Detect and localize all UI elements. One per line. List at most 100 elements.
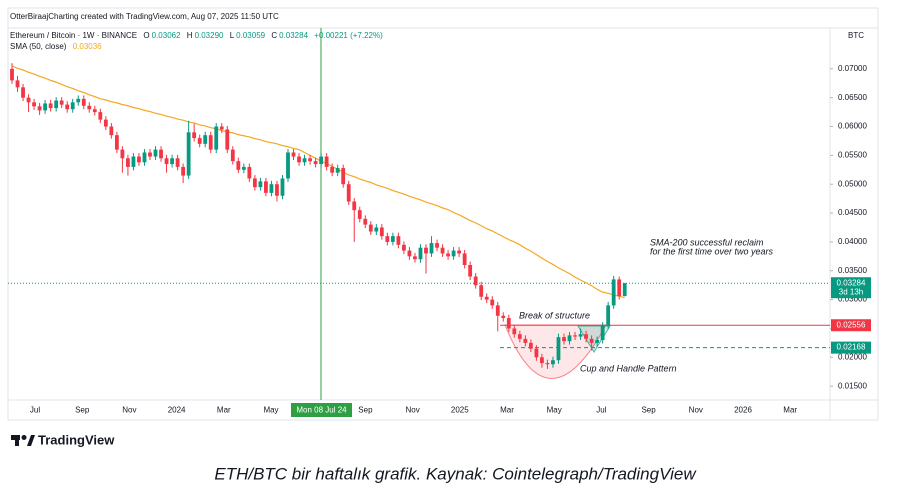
candle-body	[451, 250, 456, 257]
candle-body	[230, 149, 235, 162]
candle-body	[131, 156, 136, 167]
candle-body	[21, 87, 25, 98]
candle-body	[374, 227, 379, 232]
candle-body	[308, 158, 312, 162]
candle-body	[241, 166, 246, 170]
ohlc-value: 0.03290	[195, 31, 224, 40]
candle-body	[87, 105, 92, 110]
sma-name: SMA (50, close)	[10, 42, 67, 51]
candle-body	[54, 100, 59, 109]
y-tick-label: 0.07000	[838, 64, 867, 73]
last-price-badge	[831, 277, 871, 299]
candle-body	[32, 102, 36, 107]
candle-body	[330, 166, 335, 173]
x-tick-label: Mar	[217, 406, 231, 415]
x-tick-label: Mar	[783, 406, 797, 415]
candle-body	[153, 149, 158, 157]
candle-body	[59, 100, 64, 105]
sma-line	[11, 65, 625, 299]
candle-body	[208, 135, 213, 150]
y-tick-label: 0.02000	[838, 352, 867, 361]
candle-body	[81, 98, 86, 106]
candle-body	[407, 250, 412, 257]
annotation: Cup and Handle Pattern	[580, 363, 677, 373]
x-tick-label: May	[547, 406, 562, 415]
candle-body	[286, 152, 290, 179]
candle-body	[197, 138, 202, 144]
x-tick-label: Nov	[689, 406, 703, 415]
y-tick-label: 0.06500	[838, 93, 867, 102]
candle-body	[65, 104, 70, 110]
candle-body	[219, 126, 224, 130]
candle-body	[275, 184, 279, 196]
ohlc-value: 0.03059	[236, 31, 265, 40]
y-tick-label: 0.04000	[838, 237, 867, 246]
x-tick-label: 2025	[451, 406, 469, 415]
logo-part	[21, 435, 27, 440]
candle-body	[429, 243, 434, 254]
level-badge	[831, 341, 871, 354]
candle-body	[175, 158, 180, 167]
candle-body	[247, 166, 252, 179]
candle-body	[396, 236, 401, 245]
logo-part	[27, 435, 35, 446]
candle-body	[484, 296, 489, 300]
candle-body	[584, 334, 588, 339]
ohlc-value: 0.03284	[279, 31, 308, 40]
credit: OtterBiraajCharting created with Trading…	[10, 12, 279, 21]
candle-body	[413, 256, 417, 260]
candle-body	[302, 158, 307, 163]
candle-body	[291, 152, 296, 157]
candle-body	[368, 224, 373, 232]
candle-body	[142, 152, 147, 163]
candle-body	[258, 181, 263, 188]
candle-body	[15, 80, 20, 88]
candle-body	[595, 340, 600, 343]
candle-body	[567, 335, 572, 342]
currency: BTC	[848, 31, 864, 40]
crosshair-label: Mon 08 Jul 24	[296, 406, 347, 415]
level-badge-label: 0.02168	[837, 343, 866, 352]
candle-body	[363, 218, 368, 225]
candle-body	[297, 156, 301, 163]
x-tick-label: Sep	[641, 406, 656, 415]
ohlc-key: O	[143, 31, 149, 40]
candle-body	[214, 126, 219, 150]
annotation: for the first time over two years	[650, 246, 774, 256]
x-tick-label: Mar	[500, 406, 514, 415]
candle-body	[37, 106, 42, 111]
x-tick-label: 2026	[734, 406, 752, 415]
y-tick-label: 0.06000	[838, 122, 867, 131]
candle-body	[280, 178, 285, 196]
candle-body	[335, 168, 340, 173]
x-tick-label: Jul	[596, 406, 606, 415]
candle-body	[319, 156, 324, 165]
candle-body	[120, 149, 125, 159]
y-tick-label: 0.04500	[838, 208, 867, 217]
candle-body	[385, 236, 390, 242]
candle-body	[137, 156, 141, 163]
candle-body	[424, 247, 428, 254]
candle-body	[159, 149, 163, 159]
last-price-label: 0.03284	[837, 278, 866, 287]
candle-body	[48, 103, 53, 109]
crosshair-badge	[291, 403, 352, 417]
y-tick-label: 0.03000	[838, 295, 867, 304]
change: +0.00221 (+7.22%)	[314, 31, 383, 40]
x-tick-label: Jul	[30, 406, 40, 415]
ohlc-key: H	[187, 31, 193, 40]
candle-body	[600, 325, 605, 340]
annotation: SMA-200 successful reclaim	[650, 237, 764, 247]
candle-body	[490, 299, 495, 306]
candle-body	[114, 135, 119, 150]
annotation: Break of structure	[519, 310, 590, 320]
candle-body	[512, 328, 517, 335]
legend-symbol-row: Ethereum / Bitcoin · 1W · BINANCE O 0.030…	[10, 31, 383, 40]
candle-body	[578, 334, 583, 337]
sma-value: 0.03036	[73, 42, 102, 51]
candle-body	[98, 112, 103, 120]
candle-body	[617, 279, 622, 297]
candle-body	[446, 253, 450, 257]
candle-body	[341, 168, 346, 185]
